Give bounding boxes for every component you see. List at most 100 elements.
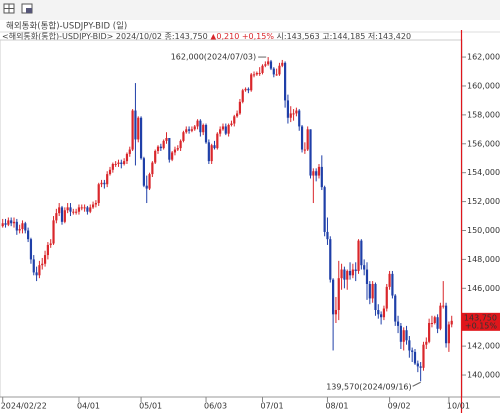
candle-body bbox=[368, 283, 371, 299]
candle-body bbox=[323, 187, 326, 232]
candle-body bbox=[241, 90, 244, 102]
candle-body bbox=[275, 74, 278, 76]
toolbar-icon[interactable] bbox=[3, 3, 15, 14]
x-tick-label: 09/02 bbox=[388, 402, 411, 411]
candle-body bbox=[230, 123, 233, 125]
y-tick-label: 142,000 bbox=[467, 342, 500, 351]
candle-body bbox=[162, 140, 165, 149]
candle-body bbox=[131, 110, 134, 150]
candle-body bbox=[137, 117, 140, 140]
candle-body bbox=[422, 344, 425, 368]
candle-body bbox=[224, 126, 227, 134]
candle-body bbox=[433, 317, 436, 323]
x-tick-label: 08/01 bbox=[325, 402, 348, 411]
candle-body bbox=[97, 184, 100, 204]
candle-body bbox=[1, 223, 4, 227]
candle-body bbox=[442, 305, 445, 307]
candle-body bbox=[75, 211, 78, 213]
candle-body bbox=[428, 322, 431, 342]
candle-body bbox=[120, 162, 123, 165]
candle-body bbox=[4, 223, 7, 225]
candle-body bbox=[348, 270, 352, 276]
candle-body bbox=[125, 153, 129, 162]
candle-body bbox=[151, 162, 154, 175]
candle-body bbox=[108, 169, 112, 175]
info-date: 2024/10/02 bbox=[116, 32, 162, 41]
candle-body bbox=[202, 124, 205, 133]
candle-body bbox=[60, 207, 64, 222]
candle-body bbox=[134, 110, 137, 140]
candle-body bbox=[165, 137, 168, 141]
candle-body bbox=[261, 65, 264, 73]
toolbar-icon[interactable] bbox=[21, 3, 33, 14]
candle-body bbox=[7, 220, 10, 225]
plot-frame bbox=[0, 39, 463, 398]
info-pct: +0,15% bbox=[242, 32, 275, 41]
candle-body bbox=[396, 321, 400, 326]
candle-body bbox=[334, 309, 338, 315]
candle-body bbox=[380, 314, 383, 318]
price-tag-value: 143,750 bbox=[464, 313, 497, 322]
candle-body bbox=[351, 269, 354, 276]
candle-body bbox=[408, 340, 411, 351]
candle-body bbox=[46, 244, 49, 256]
candle-body bbox=[103, 182, 106, 185]
candle-body bbox=[168, 137, 171, 160]
candle-body bbox=[35, 272, 38, 276]
price-tag-change: +0.15% bbox=[465, 321, 498, 330]
candle-body bbox=[346, 270, 349, 280]
candle-body bbox=[154, 151, 157, 163]
candle-body bbox=[315, 171, 318, 176]
candle-body bbox=[43, 255, 47, 264]
candle-body bbox=[447, 324, 450, 344]
candle-body bbox=[66, 207, 69, 211]
candle-body bbox=[405, 330, 408, 341]
candle-body bbox=[49, 243, 52, 245]
y-tick-label: 146,000 bbox=[467, 284, 500, 293]
candle-body bbox=[300, 126, 304, 150]
candle-body bbox=[284, 62, 287, 101]
candle-body bbox=[111, 164, 114, 170]
candle-body bbox=[371, 283, 374, 299]
candle-body bbox=[357, 240, 360, 271]
x-tick-label: 04/01 bbox=[77, 402, 100, 411]
y-tick-label: 152,000 bbox=[467, 197, 500, 206]
candle-body bbox=[306, 129, 309, 150]
candle-body bbox=[247, 88, 250, 91]
candle-body bbox=[148, 174, 151, 189]
candle-body bbox=[128, 149, 131, 154]
candle-body bbox=[179, 140, 182, 149]
candle-body bbox=[337, 278, 340, 310]
x-tick-label: 05/01 bbox=[139, 402, 162, 411]
candle-body bbox=[12, 221, 16, 224]
candle-body bbox=[264, 64, 267, 66]
info-name: <해외통화(통합)-USDJPY-BID> bbox=[2, 31, 113, 41]
candle-body bbox=[210, 145, 213, 162]
candle-body bbox=[156, 146, 160, 152]
candle-body bbox=[303, 149, 306, 151]
candle-body bbox=[382, 308, 386, 318]
candle-body bbox=[340, 269, 343, 279]
candle-body bbox=[83, 207, 86, 209]
candle-body bbox=[55, 213, 58, 221]
candle-body bbox=[63, 210, 66, 222]
y-tick-label: 160,000 bbox=[467, 81, 500, 90]
candle-body bbox=[360, 240, 363, 266]
candle-body bbox=[58, 207, 61, 214]
high-annotation: 162,000(2024/07/03) bbox=[171, 53, 256, 62]
y-tick-label: 154,000 bbox=[467, 168, 500, 177]
candle-body bbox=[185, 129, 188, 133]
candle-body bbox=[385, 286, 388, 309]
candle-body bbox=[317, 166, 321, 176]
candle-body bbox=[52, 220, 55, 244]
candle-body bbox=[91, 204, 95, 208]
candle-body bbox=[430, 322, 434, 324]
candle-body bbox=[27, 230, 30, 240]
candle-body bbox=[250, 74, 253, 91]
candle-body bbox=[18, 229, 21, 231]
candle-body bbox=[117, 162, 120, 165]
candle-body bbox=[77, 207, 81, 212]
candle-body bbox=[252, 74, 256, 76]
candle-body bbox=[402, 330, 405, 342]
